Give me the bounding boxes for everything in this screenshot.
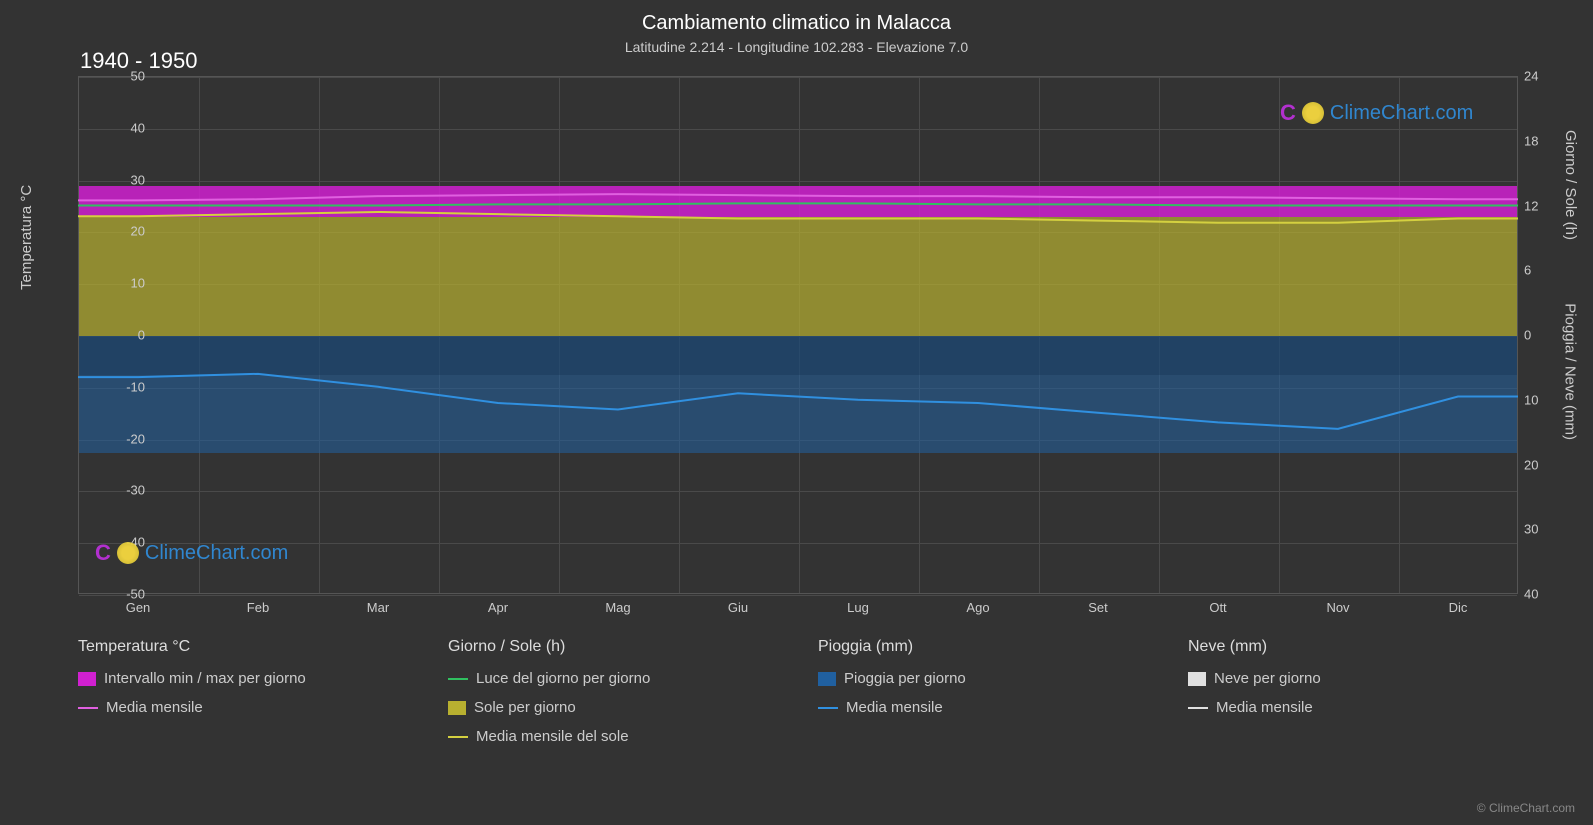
ytick-left: -30	[85, 483, 145, 498]
legend-header: Neve (mm)	[1188, 638, 1518, 656]
legend-label: Media mensile	[1216, 699, 1313, 716]
y-axis-right-top-label: Giorno / Sole (h)	[1562, 130, 1579, 240]
ytick-left: 30	[85, 172, 145, 187]
legend-label: Intervallo min / max per giorno	[104, 670, 306, 687]
legend-swatch	[78, 672, 96, 686]
xtick-month: Mar	[367, 600, 389, 615]
ytick-right-top: 0	[1524, 328, 1564, 343]
ytick-left: -10	[85, 379, 145, 394]
xtick-month: Apr	[488, 600, 508, 615]
ytick-right-bot: 10	[1524, 392, 1564, 407]
legend-item: Media mensile	[1188, 699, 1518, 716]
legend-label: Media mensile	[846, 699, 943, 716]
legend-swatch	[78, 707, 98, 709]
ytick-right-bot: 30	[1524, 522, 1564, 537]
sun-band	[79, 217, 1517, 336]
ytick-right-bot: 20	[1524, 457, 1564, 472]
legend-header: Temperatura °C	[78, 638, 408, 656]
ytick-left: 10	[85, 276, 145, 291]
legend-item: Sole per giorno	[448, 699, 778, 716]
legend-header: Pioggia (mm)	[818, 638, 1148, 656]
xtick-month: Feb	[247, 600, 269, 615]
ytick-right-top: 24	[1524, 69, 1564, 84]
watermark: C ClimeChart.com	[1280, 100, 1473, 126]
legend-item: Media mensile	[78, 699, 408, 716]
y-axis-right-bot-label: Pioggia / Neve (mm)	[1562, 303, 1579, 440]
legend-header: Giorno / Sole (h)	[448, 638, 778, 656]
xtick-month: Dic	[1449, 600, 1468, 615]
chart-title: Cambiamento climatico in Malacca	[0, 0, 1593, 35]
xtick-month: Giu	[728, 600, 748, 615]
legend-item: Luce del giorno per giorno	[448, 670, 778, 687]
xtick-month: Lug	[847, 600, 869, 615]
legend-label: Sole per giorno	[474, 699, 576, 716]
legend-swatch	[818, 707, 838, 709]
xtick-month: Set	[1088, 600, 1108, 615]
legend-item: Intervallo min / max per giorno	[78, 670, 408, 687]
legend-item: Pioggia per giorno	[818, 670, 1148, 687]
temp-range-band	[79, 186, 1517, 217]
xtick-month: Ago	[966, 600, 989, 615]
watermark-text: ClimeChart.com	[1330, 102, 1473, 125]
xtick-month: Nov	[1326, 600, 1349, 615]
chart-plot-area	[78, 76, 1518, 594]
legend-swatch	[448, 701, 466, 715]
legend-label: Media mensile del sole	[476, 728, 629, 745]
chart-subtitle: Latitudine 2.214 - Longitudine 102.283 -…	[0, 35, 1593, 55]
copyright-text: © ClimeChart.com	[1477, 801, 1575, 815]
legend-swatch	[818, 672, 836, 686]
ytick-right-bot: 40	[1524, 587, 1564, 602]
ytick-left: 20	[85, 224, 145, 239]
ytick-left: 40	[85, 120, 145, 135]
legend-label: Pioggia per giorno	[844, 670, 966, 687]
ytick-right-top: 12	[1524, 198, 1564, 213]
xtick-month: Ott	[1209, 600, 1226, 615]
logo-sun-icon	[1302, 102, 1324, 124]
logo-sun-icon	[117, 542, 139, 564]
ytick-right-top: 6	[1524, 263, 1564, 278]
ytick-left: 0	[85, 328, 145, 343]
xtick-month: Gen	[126, 600, 151, 615]
ytick-left: -20	[85, 431, 145, 446]
ytick-right-top: 18	[1524, 133, 1564, 148]
legend-label: Media mensile	[106, 699, 203, 716]
legend-item: Media mensile	[818, 699, 1148, 716]
legend-item: Neve per giorno	[1188, 670, 1518, 687]
legend: Temperatura °C Intervallo min / max per g…	[78, 638, 1518, 757]
y-axis-left-label: Temperatura °C	[18, 185, 35, 290]
legend-swatch	[448, 678, 468, 680]
legend-item: Media mensile del sole	[448, 728, 778, 745]
legend-label: Luce del giorno per giorno	[476, 670, 650, 687]
ytick-left: 50	[85, 69, 145, 84]
legend-swatch	[448, 736, 468, 738]
legend-swatch	[1188, 707, 1208, 709]
watermark-text: ClimeChart.com	[145, 542, 288, 565]
logo-c-icon: C	[1280, 100, 1296, 126]
legend-swatch	[1188, 672, 1206, 686]
legend-label: Neve per giorno	[1214, 670, 1321, 687]
logo-c-icon: C	[95, 540, 111, 566]
watermark: C ClimeChart.com	[95, 540, 288, 566]
xtick-month: Mag	[605, 600, 630, 615]
